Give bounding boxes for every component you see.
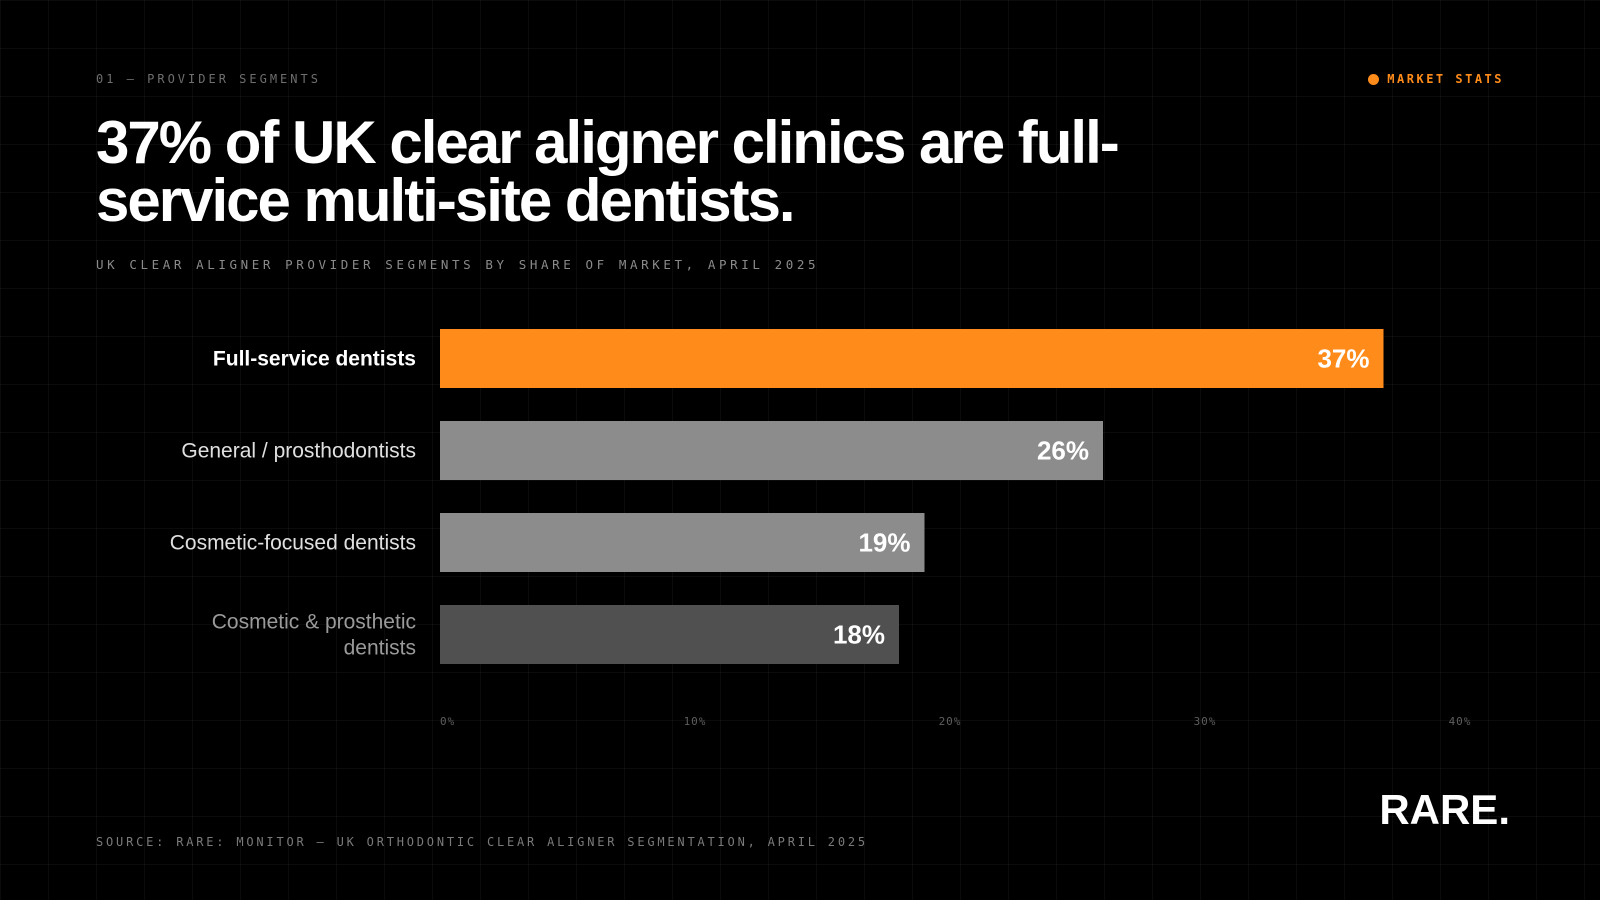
source-note: SOURCE: RARE: MONITOR — UK ORTHODONTIC C… [96, 835, 868, 849]
page-title: 37% of UK clear aligner clinics are full… [96, 109, 1120, 234]
bar-chart: 37% Full-service dentists 26% General / pro… [170, 329, 1472, 728]
category-label-line: Cosmetic-focused dentists [170, 532, 416, 555]
x-tick-label: 40% [1449, 715, 1472, 728]
status-dot-icon [1368, 73, 1380, 85]
category-label: General / prosthodontists [181, 440, 416, 463]
x-tick-label: 0% [440, 715, 455, 728]
bar-1 [440, 329, 1384, 388]
bar-4 [440, 605, 899, 664]
market-stats-tag: MARKET STATS [1368, 72, 1504, 86]
chart-subtitle: UK CLEAR ALIGNER PROVIDER SEGMENTS BY SH… [96, 257, 820, 272]
bar-value-label: 26% [1037, 436, 1089, 466]
category-label-line: General / prosthodontists [181, 440, 416, 463]
bar-2 [440, 421, 1103, 480]
x-tick-label: 10% [684, 715, 707, 728]
category-label: Full-service dentists [213, 348, 416, 371]
category-label-line: Cosmetic & prosthetic [212, 611, 416, 634]
brand-logo: RARE. [1379, 786, 1510, 833]
market-stats-label: MARKET STATS [1387, 72, 1504, 86]
bar-value-label: 18% [833, 620, 885, 650]
x-tick-label: 30% [1194, 715, 1217, 728]
x-tick-label: 20% [939, 715, 962, 728]
bar-3 [440, 513, 925, 572]
bar-value-label: 37% [1317, 344, 1369, 374]
category-label: Cosmetic & prosthetic dentists [212, 611, 416, 660]
category-label: Cosmetic-focused dentists [170, 532, 416, 555]
section-kicker: 01 — PROVIDER SEGMENTS [96, 72, 321, 86]
bar-value-label: 19% [858, 528, 910, 558]
category-label-line: Full-service dentists [213, 348, 416, 371]
category-label-line: dentists [344, 637, 416, 660]
